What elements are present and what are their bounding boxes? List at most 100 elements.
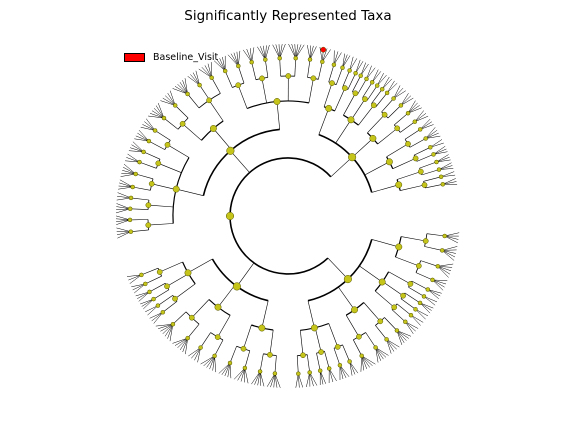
tree-branch xyxy=(160,323,174,332)
tree-branch xyxy=(442,178,456,185)
tree-branch xyxy=(182,123,202,141)
taxon-node xyxy=(147,289,152,295)
taxon-node xyxy=(172,103,178,108)
tree-branch xyxy=(166,273,189,287)
tree-branch xyxy=(187,76,200,86)
taxon-node xyxy=(307,370,312,375)
tree-branch xyxy=(230,150,250,173)
taxon-node xyxy=(164,141,171,148)
tree-branch xyxy=(130,197,149,201)
tree-branch xyxy=(396,303,412,316)
tree-branch xyxy=(295,44,302,59)
tree-branch xyxy=(122,166,136,175)
taxon-node xyxy=(293,55,298,61)
tree-branch xyxy=(217,284,236,308)
taxon-node xyxy=(405,141,411,147)
tree-branch xyxy=(207,63,212,78)
tree-branch xyxy=(119,179,133,188)
tree-arc xyxy=(211,258,269,302)
tree-branch xyxy=(213,128,232,150)
tree-branch xyxy=(342,53,345,68)
tree-branch xyxy=(259,371,262,386)
tree-branch xyxy=(425,135,441,139)
tree-branch xyxy=(154,130,171,141)
tree-branch xyxy=(134,283,146,294)
tree-branch xyxy=(328,64,335,83)
tree-branch xyxy=(179,337,188,351)
tree-branch xyxy=(438,165,453,170)
tree-branch xyxy=(167,92,176,106)
taxon-node xyxy=(148,180,155,187)
taxon-node xyxy=(170,321,176,327)
tree-branch xyxy=(413,147,431,156)
tree-branch xyxy=(308,78,314,103)
tree-branch xyxy=(432,279,448,282)
tree-branch xyxy=(149,113,165,119)
taxon-node xyxy=(342,85,348,91)
tree-branch xyxy=(361,355,368,369)
tree-branch xyxy=(425,184,443,189)
taxon-node xyxy=(317,368,323,373)
tree-branch xyxy=(151,110,165,119)
tree-branch xyxy=(274,355,277,374)
tree-branch xyxy=(116,219,131,222)
tree-branch xyxy=(432,279,445,288)
tree-branch xyxy=(420,121,433,130)
taxon-node xyxy=(347,359,352,364)
taxon-node xyxy=(356,333,362,340)
taxon-node xyxy=(374,83,380,88)
tree-branch xyxy=(134,138,149,142)
tree-branch xyxy=(214,339,224,357)
tree-branch xyxy=(263,45,266,60)
taxon-node xyxy=(320,46,327,53)
tree-branch xyxy=(237,85,248,109)
tree-branch xyxy=(257,371,261,386)
tree-branch xyxy=(375,347,389,356)
tree-branch xyxy=(129,274,142,284)
tree-branch xyxy=(265,44,270,60)
tree-branch xyxy=(143,298,154,310)
tree-branch xyxy=(211,77,221,94)
tree-branch xyxy=(131,144,144,153)
taxon-node xyxy=(395,243,403,251)
tree-branch xyxy=(149,312,163,319)
tree-branch xyxy=(388,271,411,285)
taxon-node xyxy=(377,318,384,325)
tree-branch xyxy=(411,280,428,290)
tree-branch xyxy=(350,98,366,121)
taxon-node xyxy=(236,63,241,69)
taxon-node xyxy=(267,351,273,358)
tree-branch xyxy=(163,117,179,130)
tree-branch xyxy=(278,44,280,59)
tree-branch xyxy=(224,70,233,88)
taxon-node xyxy=(439,248,445,253)
tree-branch xyxy=(294,58,296,77)
taxon-node xyxy=(412,155,419,162)
taxon-node xyxy=(320,59,325,65)
taxon-node xyxy=(212,353,217,359)
tree-branch xyxy=(419,302,431,314)
tree-branch xyxy=(295,44,299,59)
tree-branch xyxy=(361,355,365,371)
tree-branch xyxy=(227,54,239,67)
tree-branch xyxy=(426,233,445,237)
taxon-node xyxy=(227,360,233,366)
tree-branch xyxy=(132,186,151,191)
tree-branch xyxy=(237,367,246,381)
tree-branch xyxy=(291,43,296,59)
taxon-node xyxy=(273,98,281,105)
taxon-node xyxy=(310,324,318,332)
taxon-node xyxy=(395,181,403,189)
tree-branch xyxy=(384,317,398,331)
tree-branch xyxy=(430,142,444,148)
tree-branch xyxy=(355,59,361,74)
tree-branch xyxy=(405,321,419,329)
tree-branch xyxy=(138,291,150,302)
taxon-node xyxy=(421,182,428,188)
tree-branch xyxy=(139,161,157,169)
tree-branch xyxy=(118,186,133,190)
tree-branch xyxy=(306,372,310,388)
tree-branch xyxy=(143,151,161,160)
tree-branch xyxy=(386,143,409,158)
tree-branch xyxy=(279,43,286,59)
